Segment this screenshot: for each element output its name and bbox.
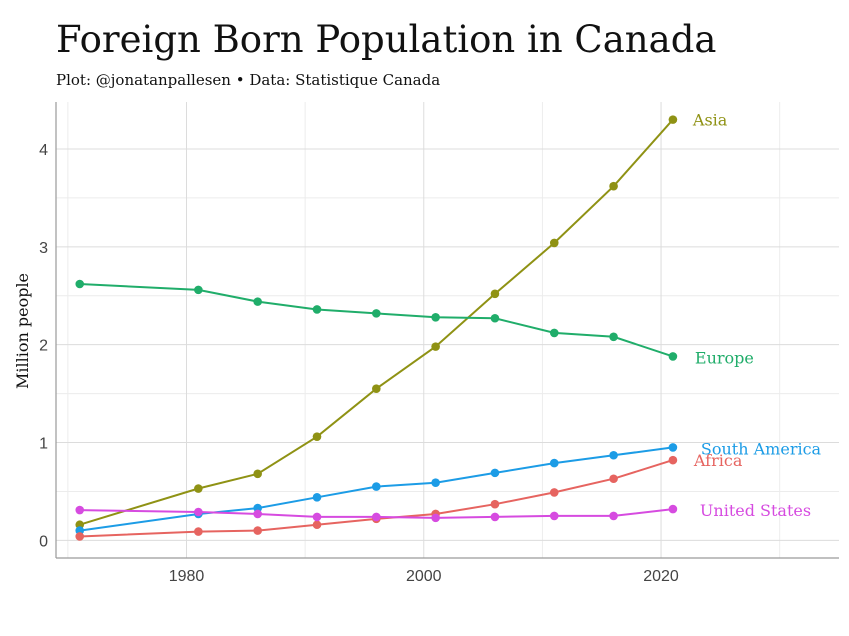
- data-point-asia: [490, 289, 500, 299]
- data-point-asia: [253, 469, 262, 479]
- data-point-europe: [194, 285, 203, 295]
- x-tick-label: 1980: [169, 568, 205, 585]
- y-tick-label: 0: [39, 533, 48, 550]
- data-point-europe: [253, 297, 262, 306]
- data-point-africa: [194, 527, 203, 536]
- data-point-asia: [668, 115, 678, 124]
- data-point-europe: [609, 332, 618, 342]
- series-label-africa: Africa: [693, 451, 743, 470]
- data-point-asia: [609, 181, 618, 191]
- axes: [55, 102, 839, 559]
- y-tick-label: 2: [39, 338, 48, 355]
- chart-subtitle: Plot: @jonatanpallesen • Data: Statistiq…: [56, 71, 441, 89]
- data-point-europe: [549, 328, 559, 338]
- y-axis-title: Million people: [13, 273, 32, 389]
- x-tick-label: 2000: [406, 568, 442, 585]
- data-point-united-states: [549, 511, 559, 521]
- data-point-asia: [312, 432, 322, 441]
- data-point-united-states: [668, 504, 678, 514]
- series-line-asia: [79, 118, 674, 526]
- data-point-africa: [312, 520, 322, 530]
- series-label-united-states: United States: [700, 501, 811, 520]
- y-tick-label: 1: [39, 436, 48, 453]
- y-tick-label: 4: [39, 142, 48, 159]
- data-point-united-states: [609, 511, 618, 521]
- data-point-africa: [75, 532, 85, 541]
- series-line-europe: [79, 283, 674, 358]
- data-point-europe: [372, 309, 381, 318]
- chart-title: Foreign Born Population in Canada: [56, 18, 717, 61]
- data-point-africa: [490, 499, 500, 509]
- data-point-south-america: [431, 478, 440, 487]
- data-point-asia: [431, 342, 440, 351]
- data-point-asia: [194, 484, 203, 493]
- x-tick-label: 2020: [643, 568, 679, 585]
- data-point-africa: [253, 526, 262, 535]
- y-tick-label: 3: [39, 240, 48, 257]
- data-point-united-states: [431, 513, 440, 523]
- data-point-africa: [668, 455, 678, 465]
- data-point-united-states: [253, 509, 262, 519]
- series-label-asia: Asia: [692, 111, 728, 130]
- data-point-south-america: [372, 482, 381, 491]
- data-point-europe: [668, 352, 678, 361]
- data-point-united-states: [312, 512, 322, 522]
- data-point-south-america: [609, 450, 618, 460]
- data-point-europe: [431, 312, 440, 322]
- data-point-europe: [75, 279, 85, 289]
- data-point-asia: [549, 238, 559, 248]
- data-point-africa: [609, 474, 618, 484]
- data-point-europe: [312, 305, 322, 314]
- data-point-africa: [549, 488, 559, 497]
- data-point-south-america: [312, 493, 322, 502]
- data-point-south-america: [549, 458, 559, 468]
- data-point-united-states: [75, 505, 85, 515]
- data-point-south-america: [668, 443, 678, 452]
- data-point-united-states: [372, 512, 381, 522]
- series-line-united-states: [79, 508, 674, 519]
- series-lines: [75, 115, 678, 541]
- tick-labels: 1980 2000 2020 0 1 2 3 4: [39, 142, 679, 585]
- series-label-south-america: South America: [701, 439, 822, 458]
- data-point-south-america: [490, 468, 500, 478]
- data-point-europe: [490, 313, 500, 323]
- data-point-united-states: [194, 507, 203, 517]
- data-point-united-states: [490, 512, 500, 522]
- series-label-europe: Europe: [695, 348, 754, 367]
- series-line-south-america: [79, 446, 674, 532]
- grid-lines: [56, 102, 839, 558]
- data-point-asia: [372, 384, 381, 394]
